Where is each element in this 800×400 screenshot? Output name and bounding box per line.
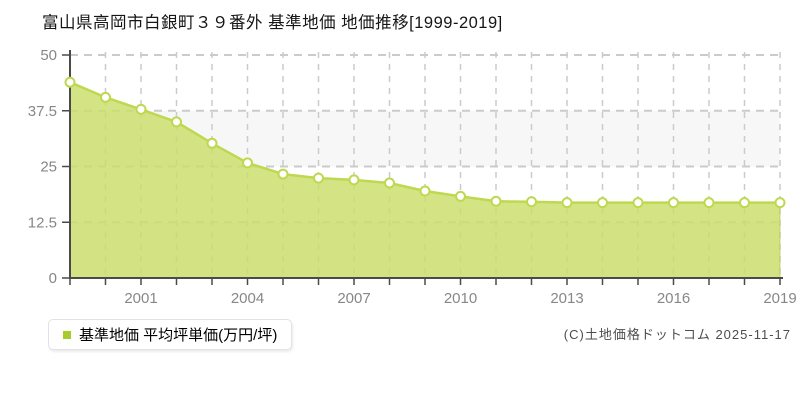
data-point-marker — [774, 197, 786, 209]
data-point-marker — [135, 103, 147, 115]
data-point-marker — [419, 185, 431, 197]
y-axis-labels: 0 12.5 25 37.5 50 — [28, 47, 57, 287]
data-point-marker — [384, 177, 395, 189]
x-tick-label: 2019 — [763, 290, 796, 307]
y-tick-label: 50 — [40, 47, 57, 64]
x-tick-label: 2007 — [337, 290, 370, 307]
copyright-text: (C)土地価格ドットコム 2025-11-17 — [563, 327, 791, 342]
y-tick-label: 25 — [40, 159, 57, 176]
data-point-marker — [242, 157, 253, 169]
data-point-marker — [561, 197, 573, 209]
x-tick-label: 2004 — [231, 290, 264, 307]
chart-title: 富山県高岡市白銀町３９番外 基準地価 地価推移[1999-2019] — [42, 14, 503, 32]
legend: 基準地価 平均坪単価(万円/坪) — [48, 319, 293, 350]
data-point-marker — [277, 168, 289, 180]
data-point-marker — [490, 195, 502, 207]
y-tick-label: 37.5 — [28, 103, 57, 120]
data-point-marker — [206, 137, 218, 149]
data-point-marker — [64, 76, 76, 88]
data-point-marker — [632, 197, 644, 209]
data-point-marker — [668, 197, 679, 209]
axes — [62, 50, 783, 285]
data-point-marker — [739, 197, 750, 209]
x-tick-label: 2010 — [444, 290, 477, 307]
y-tick-label: 12.5 — [28, 214, 57, 231]
x-tick-label: 2001 — [124, 290, 157, 307]
data-point-marker — [100, 91, 111, 103]
data-point-marker — [597, 197, 608, 209]
data-point-marker — [455, 190, 466, 202]
legend-swatch-icon — [63, 330, 71, 339]
y-tick-label: 0 — [49, 270, 57, 287]
data-point-marker — [348, 174, 360, 186]
x-tick-label: 2016 — [657, 290, 690, 307]
data-point-marker — [703, 197, 715, 209]
x-axis-labels: 2001 2004 2007 2010 2013 2016 2019 — [124, 290, 796, 307]
data-point-markers — [64, 76, 786, 209]
data-point-marker — [526, 196, 537, 208]
data-point-marker — [313, 172, 324, 184]
legend-label: 基準地価 平均坪単価(万円/坪) — [79, 327, 278, 344]
data-point-marker — [171, 116, 182, 128]
x-tick-label: 2013 — [550, 290, 583, 307]
